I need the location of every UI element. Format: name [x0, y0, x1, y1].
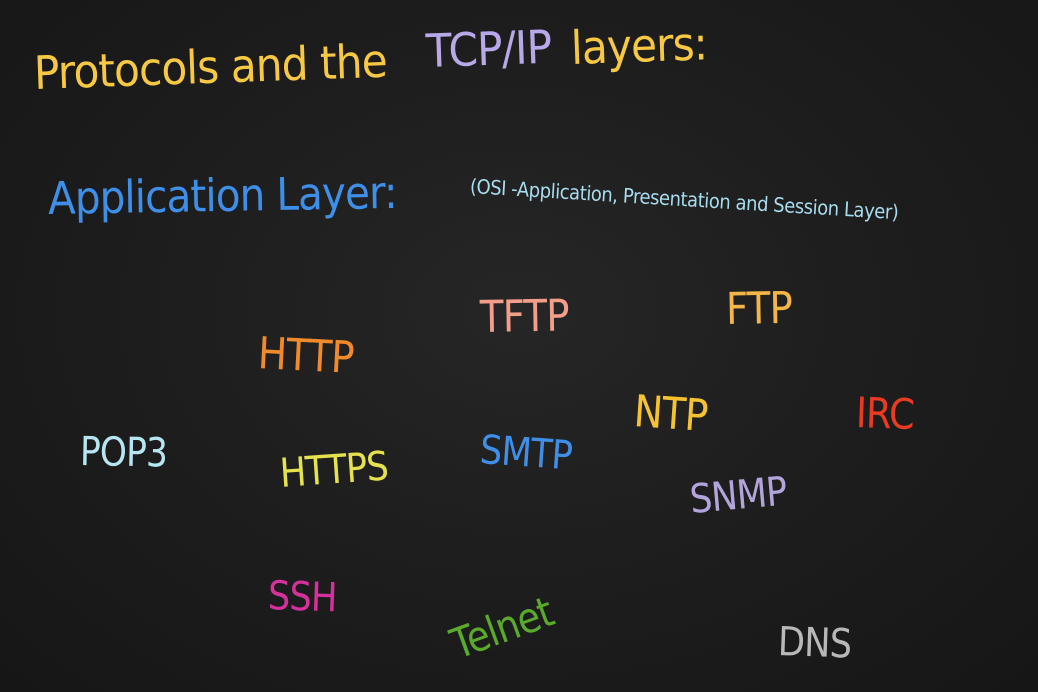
protocol-ntp: NTP — [632, 386, 709, 443]
protocol-tftp: TFTP — [479, 290, 570, 343]
application-layer-heading: Application Layer: — [47, 165, 398, 225]
protocol-https: HTTPS — [278, 443, 390, 497]
protocol-ssh: SSH — [267, 573, 338, 622]
protocol-irc: IRC — [855, 388, 915, 440]
protocol-http: HTTP — [256, 328, 355, 384]
osi-note: (OSI -Application, Presentation and Sess… — [469, 174, 900, 225]
protocol-telnet: Telnet — [444, 586, 560, 669]
protocol-dns: DNS — [777, 619, 852, 668]
protocol-pop3: POP3 — [79, 429, 168, 477]
title-text: Protocols and the — [33, 33, 388, 100]
protocol-smtp: SMTP — [478, 427, 574, 480]
title-layers-text: layers: — [570, 16, 708, 75]
protocol-ftp: FTP — [725, 282, 793, 335]
title-tcpip-text: TCP/IP — [425, 19, 553, 78]
protocol-snmp: SNMP — [687, 468, 789, 523]
